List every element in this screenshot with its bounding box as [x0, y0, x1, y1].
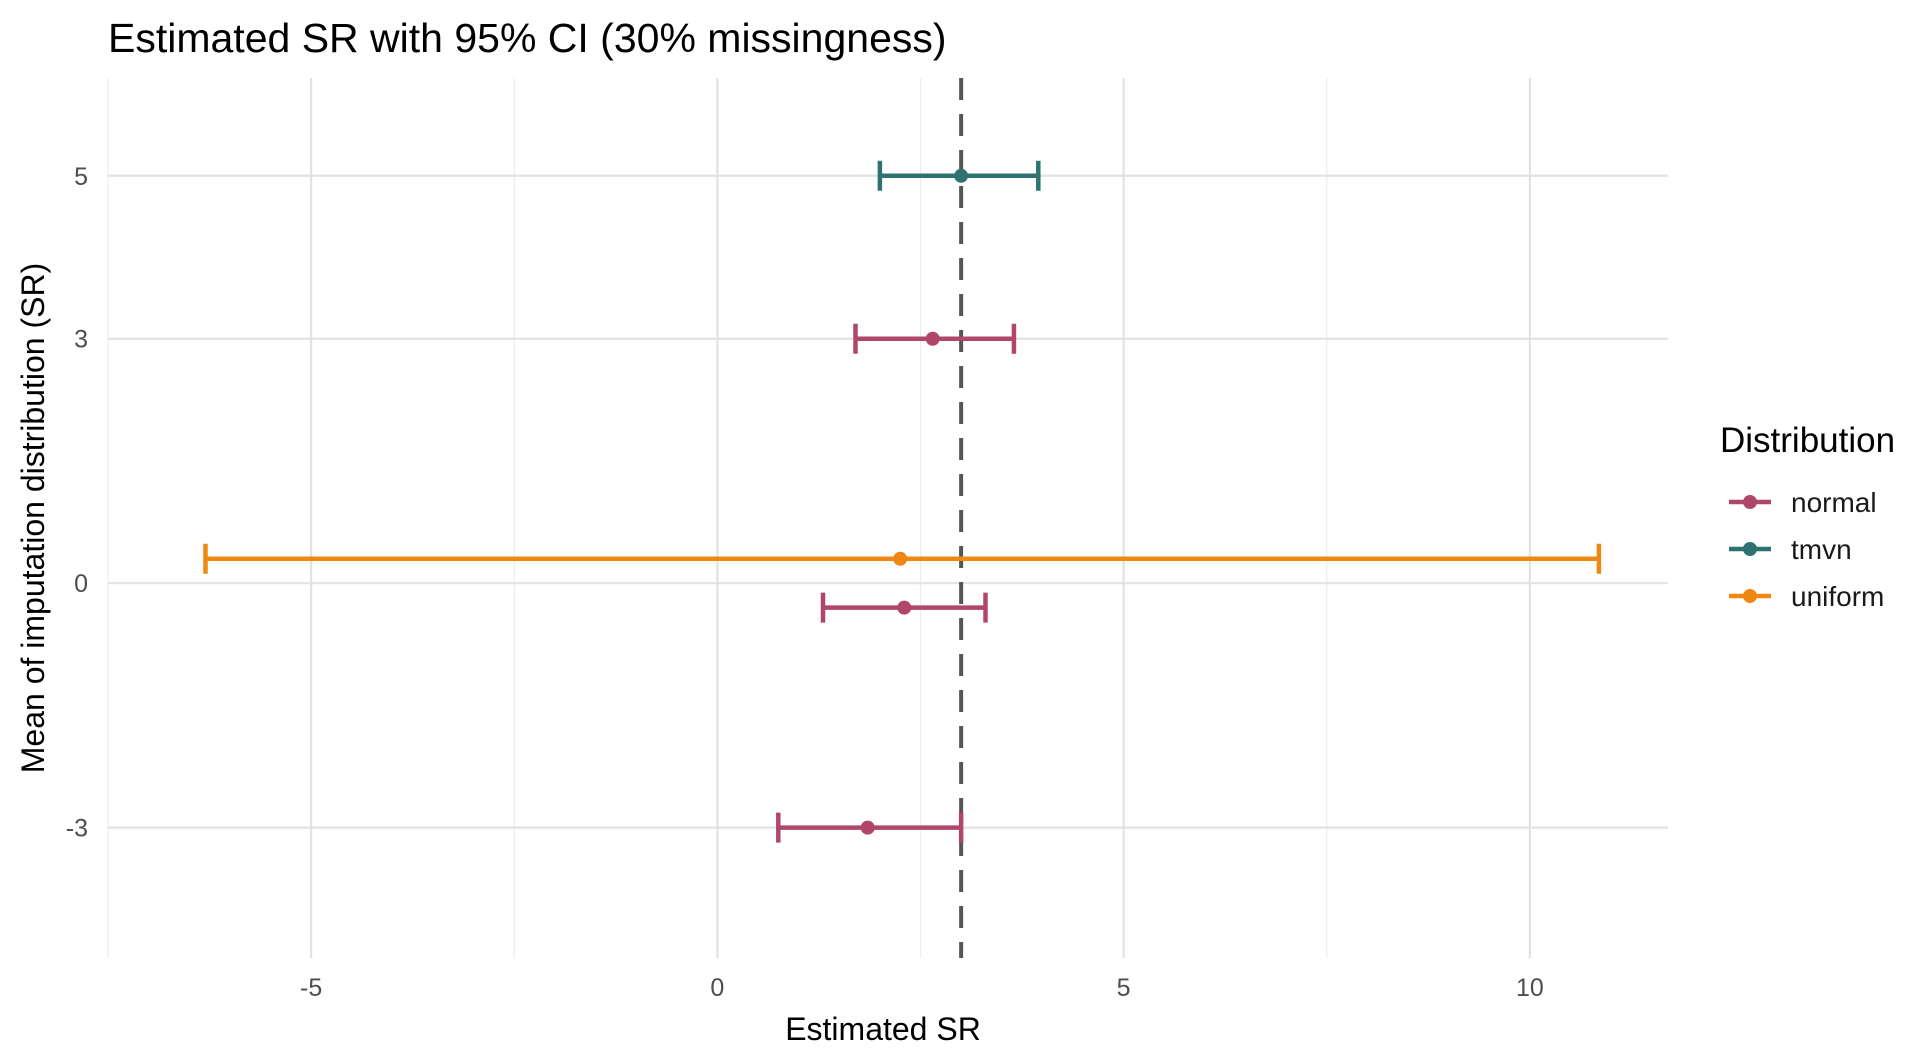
error-bars	[203, 160, 1602, 843]
legend-key-point	[1743, 495, 1757, 509]
legend-label: tmvn	[1791, 534, 1852, 565]
legend-key-point	[1743, 542, 1757, 556]
legend-label: uniform	[1791, 581, 1884, 612]
errorbar-normal	[820, 592, 988, 623]
legend-label: normal	[1791, 487, 1877, 518]
x-axis-ticks: -5 0 5 10	[300, 974, 1544, 1002]
legend-item-uniform: uniform	[1729, 581, 1884, 612]
y-tick-label: 3	[74, 326, 88, 354]
x-tick-label: 5	[1117, 974, 1131, 1002]
legend-items: normal tmvn uniform	[1729, 487, 1884, 612]
x-axis-title: Estimated SR	[785, 1011, 981, 1047]
errorbar-tmvn	[877, 160, 1041, 191]
point-estimate	[897, 600, 912, 615]
y-tick-label: 0	[74, 570, 88, 598]
x-tick-label: 10	[1516, 974, 1544, 1002]
chart-title: Estimated SR with 95% CI (30% missingnes…	[108, 15, 947, 61]
y-tick-label: -3	[66, 815, 88, 843]
y-axis-title: Mean of imputation distribution (SR)	[15, 263, 51, 773]
legend-key-point	[1743, 589, 1757, 603]
point-estimate	[893, 551, 908, 566]
point-estimate	[860, 820, 875, 835]
point-estimate	[954, 168, 969, 183]
legend-item-normal: normal	[1729, 487, 1877, 518]
legend-title: Distribution	[1720, 421, 1895, 460]
x-tick-label: 0	[710, 974, 724, 1002]
y-tick-label: 5	[74, 163, 88, 191]
errorbar-normal	[853, 323, 1017, 354]
errorbar-normal	[776, 812, 964, 843]
x-tick-label: -5	[300, 974, 322, 1002]
y-axis-ticks: -3 0 3 5	[66, 163, 88, 843]
legend-item-tmvn: tmvn	[1729, 534, 1852, 565]
errorbar-uniform	[203, 543, 1602, 574]
legend: Distribution normal tmvn uniform	[1720, 421, 1895, 612]
point-estimate	[925, 331, 940, 346]
